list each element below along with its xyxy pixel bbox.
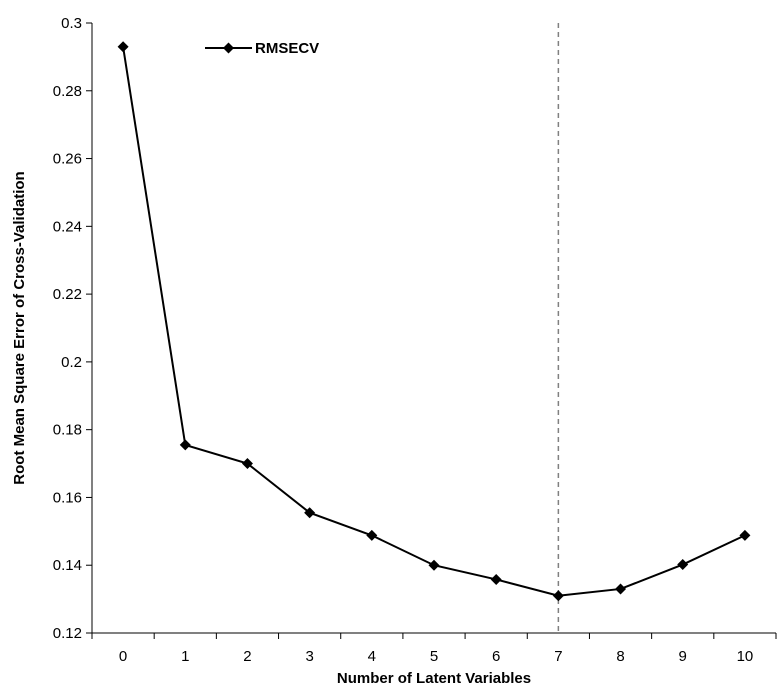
legend-marker <box>223 43 234 54</box>
x-tick-label: 5 <box>430 648 438 665</box>
x-tick-label: 4 <box>368 648 376 665</box>
y-tick-label: 0.28 <box>53 83 82 100</box>
x-tick-label: 3 <box>305 648 313 665</box>
x-axis-title: Number of Latent Variables <box>337 670 531 687</box>
y-tick-label: 0.24 <box>53 218 82 235</box>
y-tick-label: 0.2 <box>61 354 82 371</box>
x-tick-label: 10 <box>737 648 754 665</box>
x-tick-label: 0 <box>119 648 127 665</box>
x-tick-label: 1 <box>181 648 189 665</box>
y-tick-label: 0.18 <box>53 422 82 439</box>
series-line-rmsecv <box>123 47 745 596</box>
legend: RMSECV <box>205 40 319 57</box>
x-tick-label: 6 <box>492 648 500 665</box>
y-tick-label: 0.3 <box>61 15 82 32</box>
y-axis-title: Root Mean Square Error of Cross-Validati… <box>11 171 28 484</box>
data-point-marker <box>366 530 377 541</box>
data-point-marker <box>553 590 564 601</box>
y-tick-label: 0.16 <box>53 489 82 506</box>
data-point-marker <box>429 560 440 571</box>
series-layer <box>118 41 751 601</box>
y-tick-label: 0.12 <box>53 625 82 642</box>
data-point-marker <box>118 41 129 52</box>
data-point-marker <box>677 559 688 570</box>
data-point-marker <box>491 574 502 585</box>
y-tick-label: 0.22 <box>53 286 82 303</box>
y-tick-label: 0.14 <box>53 557 82 574</box>
x-tick-label: 2 <box>243 648 251 665</box>
data-point-marker <box>180 439 191 450</box>
x-tick-label: 9 <box>679 648 687 665</box>
legend-label: RMSECV <box>255 40 319 57</box>
x-tick-label: 7 <box>554 648 562 665</box>
data-point-marker <box>615 583 626 594</box>
x-tick-label: 8 <box>616 648 624 665</box>
y-tick-label: 0.26 <box>53 151 82 168</box>
axes: 0.3 0.28 0.26 0.24 0.22 0.2 0.18 0.16 0.14 0.12 0 1… <box>53 15 776 665</box>
data-point-marker <box>739 530 750 541</box>
